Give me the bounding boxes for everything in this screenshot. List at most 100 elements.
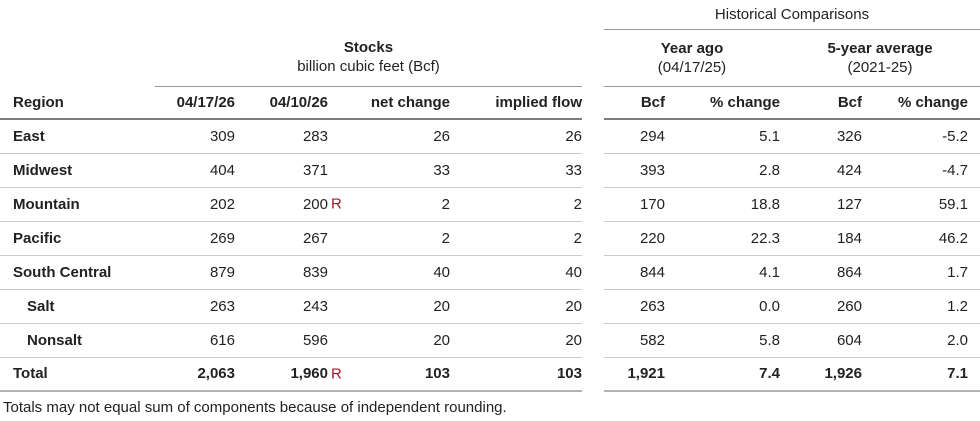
section-gap [582, 289, 604, 323]
historical-comparisons-label: Historical Comparisons [714, 5, 870, 23]
historical-comparisons-header: Historical Comparisons [604, 0, 980, 30]
five-year-pct-cell: 1.2 [862, 289, 980, 324]
region-cell: Total [0, 357, 155, 392]
year-ago-pct-cell: 22.3 [665, 221, 780, 256]
net-change-cell: 103 [352, 357, 450, 392]
net-change-cell: 2 [352, 221, 450, 256]
region-cell: South Central [0, 255, 155, 290]
five-year-bcf-cell: 326 [780, 119, 862, 154]
historical-header-row: Historical Comparisons [0, 0, 980, 30]
current-week-cell: 879 [155, 255, 235, 290]
implied-flow-cell: 33 [450, 153, 582, 188]
five-year-pct-cell: 46.2 [862, 221, 980, 256]
net-change-cell: 20 [352, 289, 450, 324]
year-ago-pct-cell: 5.1 [665, 119, 780, 154]
implied-flow-cell: 40 [450, 255, 582, 290]
spacer-cell [0, 0, 582, 29]
section-gap [582, 255, 604, 289]
column-header-row: Region 04/17/26 04/10/26 net change impl… [0, 86, 980, 120]
current-week-cell: 309 [155, 119, 235, 154]
section-gap [582, 29, 604, 86]
year-ago-bcf-cell: 294 [604, 119, 665, 154]
region-cell: Mountain [0, 187, 155, 222]
current-week-cell: 269 [155, 221, 235, 256]
current-week-cell: 202 [155, 187, 235, 222]
storage-table: Historical Comparisons Stocks billion cu… [0, 0, 980, 392]
five-year-bcf-cell: 260 [780, 289, 862, 324]
spacer-cell [0, 29, 155, 86]
stocks-title: Stocks [343, 39, 394, 57]
section-gap [582, 357, 604, 391]
current-week-cell: 2,063 [155, 357, 235, 392]
column-header-five-year-bcf: Bcf [780, 86, 862, 120]
prior-week-cell: 839 [235, 255, 352, 290]
column-header-implied-flow: implied flow [450, 86, 582, 120]
five-year-bcf-cell: 864 [780, 255, 862, 290]
column-header-current-week: 04/17/26 [155, 86, 235, 120]
year-ago-bcf-cell: 263 [604, 289, 665, 324]
year-ago-bcf-cell: 844 [604, 255, 665, 290]
prior-week-cell: 596 [235, 323, 352, 358]
revision-marker: R [331, 195, 342, 213]
implied-flow-cell: 20 [450, 289, 582, 324]
five-year-bcf-cell: 184 [780, 221, 862, 256]
region-cell: Nonsalt [0, 323, 155, 358]
year-ago-bcf-cell: 582 [604, 323, 665, 358]
year-ago-bcf-cell: 220 [604, 221, 665, 256]
section-gap [582, 153, 604, 187]
five-year-bcf-cell: 424 [780, 153, 862, 188]
five-year-title: 5-year average [827, 39, 933, 57]
implied-flow-cell: 20 [450, 323, 582, 358]
five-year-bcf-cell: 127 [780, 187, 862, 222]
table-row: Mountain 202 200 R 2 2 170 18.8 127 59.1 [0, 187, 980, 222]
year-ago-bcf-cell: 393 [604, 153, 665, 188]
column-header-prior-week: 04/10/26 [235, 86, 352, 120]
five-year-pct-cell: -4.7 [862, 153, 980, 188]
table-row: South Central 879 839 40 40 844 4.1 864 … [0, 255, 980, 290]
prior-week-cell: 1,960 R [235, 357, 352, 392]
section-gap [582, 0, 604, 29]
five-year-bcf-cell: 604 [780, 323, 862, 358]
table-row: Total 2,063 1,960 R 103 103 1,921 7.4 1,9… [0, 357, 980, 392]
net-change-cell: 33 [352, 153, 450, 188]
five-year-group-header: 5-year average (2021-25) [780, 29, 980, 87]
five-year-bcf-cell: 1,926 [780, 357, 862, 392]
stocks-subtitle: billion cubic feet (Bcf) [297, 58, 440, 76]
table-row: Nonsalt 616 596 20 20 582 5.8 604 2.0 [0, 323, 980, 358]
year-ago-pct-cell: 2.8 [665, 153, 780, 188]
year-ago-pct-cell: 18.8 [665, 187, 780, 222]
current-week-cell: 263 [155, 289, 235, 324]
column-header-net-change: net change [352, 86, 450, 120]
implied-flow-cell: 26 [450, 119, 582, 154]
table-row: Pacific 269 267 2 2 220 22.3 184 46.2 [0, 221, 980, 256]
region-cell: Salt [0, 289, 155, 324]
implied-flow-cell: 103 [450, 357, 582, 392]
net-change-cell: 2 [352, 187, 450, 222]
net-change-cell: 20 [352, 323, 450, 358]
prior-week-cell: 371 [235, 153, 352, 188]
rounding-footnote: Totals may not equal sum of components b… [3, 399, 507, 416]
table-row: Midwest 404 371 33 33 393 2.8 424 -4.7 [0, 153, 980, 188]
region-cell: Midwest [0, 153, 155, 188]
year-ago-bcf-cell: 170 [604, 187, 665, 222]
five-year-subtitle: (2021-25) [847, 58, 913, 76]
prior-week-cell: 243 [235, 289, 352, 324]
section-gap [582, 323, 604, 357]
implied-flow-cell: 2 [450, 221, 582, 256]
column-header-year-ago-pct: % change [665, 86, 780, 120]
column-header-five-year-pct: % change [862, 86, 980, 120]
column-header-region: Region [0, 86, 155, 120]
year-ago-pct-cell: 0.0 [665, 289, 780, 324]
year-ago-bcf-cell: 1,921 [604, 357, 665, 392]
table-row: Salt 263 243 20 20 263 0.0 260 1.2 [0, 289, 980, 324]
five-year-pct-cell: -5.2 [862, 119, 980, 154]
table-row: East 309 283 26 26 294 5.1 326 -5.2 [0, 119, 980, 154]
group-header-row: Stocks billion cubic feet (Bcf) Year ago… [0, 29, 980, 87]
year-ago-subtitle: (04/17/25) [657, 58, 727, 76]
implied-flow-cell: 2 [450, 187, 582, 222]
prior-week-cell: 200 R [235, 187, 352, 222]
five-year-pct-cell: 1.7 [862, 255, 980, 290]
net-change-cell: 26 [352, 119, 450, 154]
year-ago-pct-cell: 5.8 [665, 323, 780, 358]
current-week-cell: 404 [155, 153, 235, 188]
